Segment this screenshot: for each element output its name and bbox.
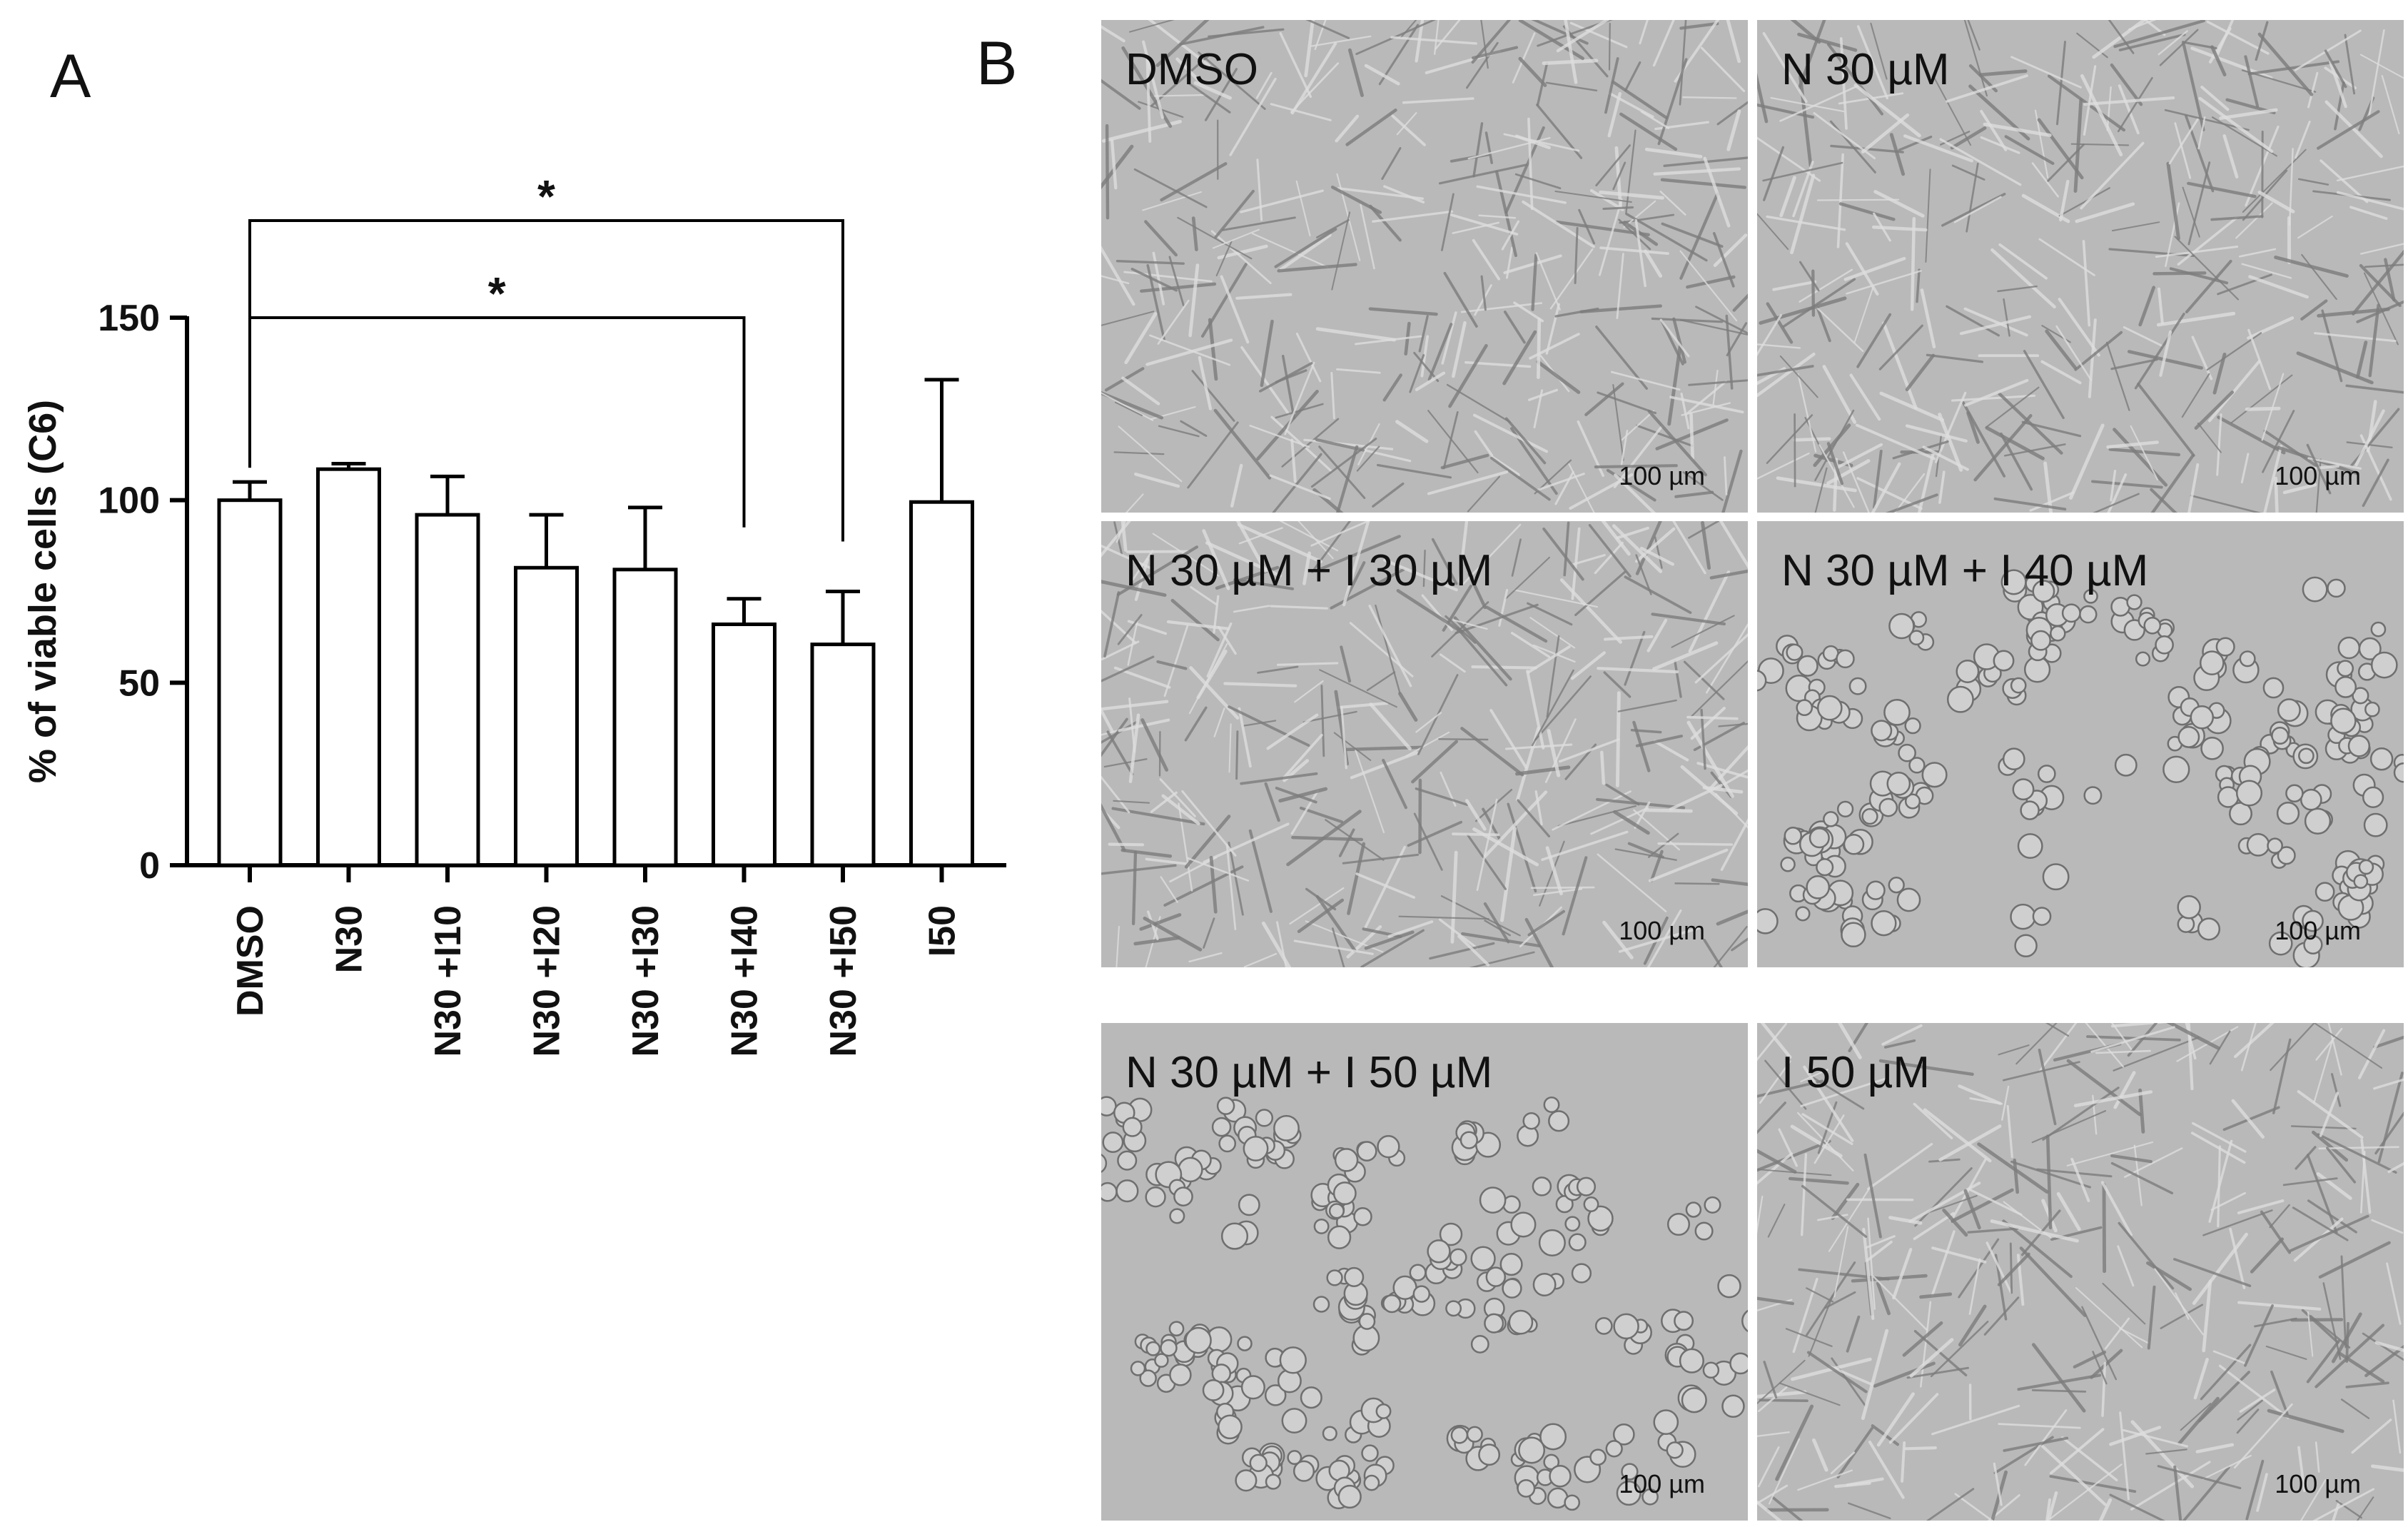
x-tick-label: N30 +I10 xyxy=(428,905,469,1057)
scale-bar-label: 100 µm xyxy=(2275,916,2361,945)
scale-bar-label: 100 µm xyxy=(1619,916,1705,945)
x-tick-label: N30 +I50 xyxy=(823,905,864,1057)
y-tick-label: 150 xyxy=(98,298,160,339)
x-tick-label: I50 xyxy=(922,905,963,957)
micrograph-label: N 30 µM xyxy=(1781,45,1950,94)
micrograph-label: N 30 µM + I 40 µM xyxy=(1781,546,2149,595)
panel-b-letter: B xyxy=(976,29,1018,98)
micrograph-panel: N 30 µM + I 50 µM 100 µm xyxy=(1101,1023,1748,1521)
bar xyxy=(712,623,776,867)
y-tick-label: 0 xyxy=(139,845,160,887)
bar xyxy=(909,500,974,867)
scale-bar-label: 100 µm xyxy=(2275,1469,2361,1498)
micrograph-panel: DMSO 100 µm xyxy=(1101,20,1748,513)
x-tick-label: N30 +I20 xyxy=(527,905,568,1057)
micrograph-label: I 50 µM xyxy=(1781,1048,1931,1097)
bar xyxy=(612,568,678,867)
bar xyxy=(514,565,579,867)
cell-texture xyxy=(1101,1023,1748,1521)
bar xyxy=(217,498,283,867)
bar-chart: 0 50 100 150 % of viable cells (C6) DMSO N30 N3… xyxy=(21,171,1006,1057)
cell-texture xyxy=(1757,1023,2404,1521)
micrograph-panel: N 30 µM + I 30 µM 100 µm xyxy=(1101,521,1748,967)
scale-bar-label: 100 µm xyxy=(1619,1469,1705,1498)
x-tick-label: DMSO xyxy=(230,905,271,1017)
micrograph-label: N 30 µM + I 50 µM xyxy=(1125,1048,1493,1097)
cell-texture xyxy=(1101,20,1748,513)
micrograph-panel: I 50 µM 100 µm xyxy=(1757,1023,2404,1521)
significance-marker: * xyxy=(488,268,506,319)
x-tick-label: N30 +I40 xyxy=(724,905,766,1057)
y-tick-label: 50 xyxy=(118,662,160,704)
micrograph-label: N 30 µM + I 30 µM xyxy=(1125,546,1493,595)
cell-texture xyxy=(1101,521,1748,967)
x-tick-label: N30 +I30 xyxy=(625,905,667,1057)
micrograph-panel: N 30 µM + I 40 µM 100 µm xyxy=(1757,521,2404,967)
micrograph-panel: N 30 µM 100 µm xyxy=(1757,20,2404,513)
scale-bar-label: 100 µm xyxy=(2275,461,2361,490)
scale-bar-label: 100 µm xyxy=(1619,461,1705,490)
cell-texture xyxy=(1757,521,2404,967)
bar xyxy=(810,642,876,867)
panel-a-letter: A xyxy=(50,42,91,111)
bar xyxy=(316,467,381,867)
y-axis-label: % of viable cells (C6) xyxy=(21,400,64,783)
micrograph-label: DMSO xyxy=(1125,45,1258,94)
bar xyxy=(415,513,480,867)
x-tick-label: N30 xyxy=(329,905,370,973)
y-tick-label: 100 xyxy=(98,480,160,522)
cell-texture xyxy=(1757,20,2404,513)
significance-marker: * xyxy=(537,171,555,222)
significance-bracket xyxy=(248,219,844,542)
